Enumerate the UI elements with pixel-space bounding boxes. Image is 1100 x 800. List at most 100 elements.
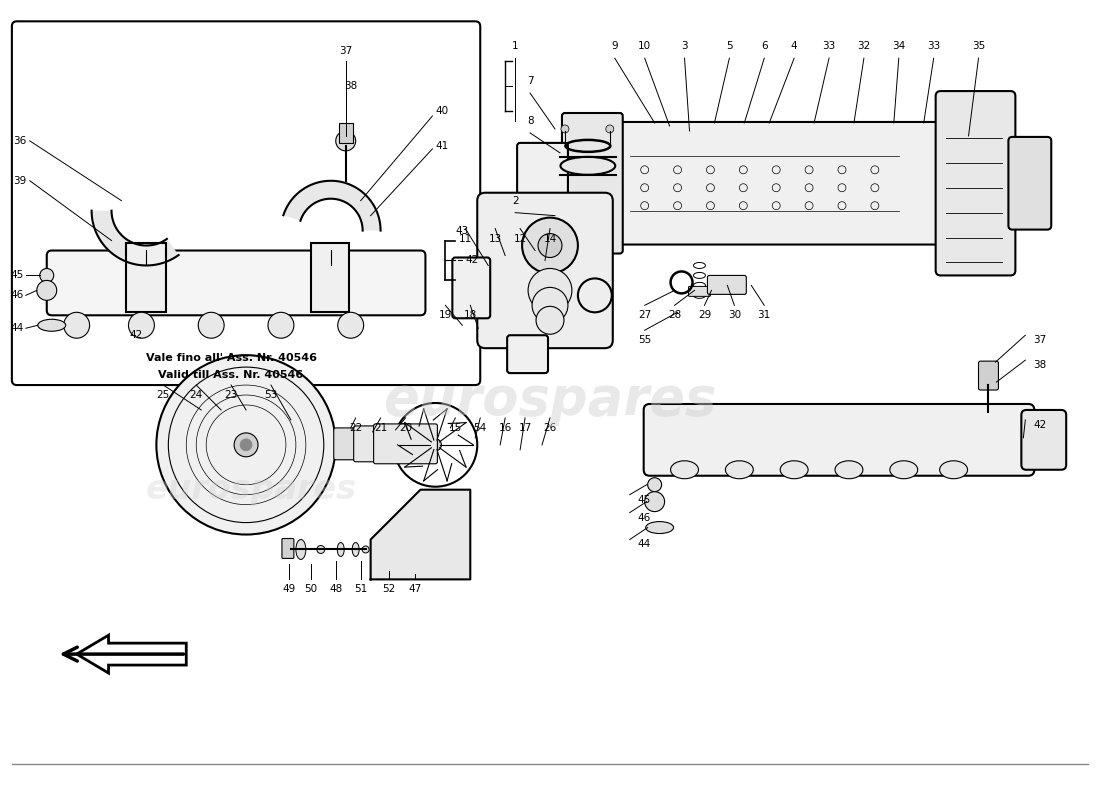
Bar	[126, 242, 166, 312]
Circle shape	[198, 312, 224, 338]
Text: 44: 44	[638, 539, 651, 550]
Text: 27: 27	[638, 310, 651, 320]
Circle shape	[129, 312, 154, 338]
FancyBboxPatch shape	[644, 404, 1034, 476]
Ellipse shape	[671, 461, 698, 478]
Text: 23: 23	[224, 390, 238, 400]
Text: eurospares: eurospares	[145, 473, 356, 506]
Text: 13: 13	[488, 234, 502, 243]
Ellipse shape	[296, 539, 306, 559]
FancyBboxPatch shape	[1022, 410, 1066, 470]
Text: 30: 30	[728, 310, 741, 320]
Text: 32: 32	[857, 42, 870, 51]
Text: 1: 1	[512, 42, 518, 51]
Ellipse shape	[725, 461, 754, 478]
Text: 37: 37	[339, 46, 352, 56]
FancyBboxPatch shape	[936, 91, 1015, 275]
Text: 25: 25	[156, 390, 170, 400]
Text: 34: 34	[892, 42, 905, 51]
Text: 5: 5	[726, 42, 733, 51]
Text: 38: 38	[1033, 360, 1046, 370]
Text: 47: 47	[409, 584, 422, 594]
Text: 10: 10	[638, 42, 651, 51]
Polygon shape	[91, 210, 178, 266]
Text: 16: 16	[498, 423, 512, 433]
Text: 3: 3	[681, 42, 688, 51]
Text: 12: 12	[514, 234, 527, 243]
Text: Vale fino all' Ass. Nr. 40546: Vale fino all' Ass. Nr. 40546	[145, 353, 317, 363]
Text: eurospares: eurospares	[383, 374, 717, 426]
Circle shape	[561, 125, 569, 133]
FancyBboxPatch shape	[374, 424, 438, 464]
Text: 17: 17	[518, 423, 531, 433]
Circle shape	[528, 269, 572, 312]
Ellipse shape	[338, 542, 344, 557]
Text: 2: 2	[512, 196, 518, 206]
Circle shape	[606, 125, 614, 133]
Text: 18: 18	[464, 310, 477, 320]
Text: Valid till Ass. Nr. 40546: Valid till Ass. Nr. 40546	[158, 370, 304, 380]
Text: 50: 50	[305, 584, 318, 594]
Ellipse shape	[352, 542, 360, 557]
Text: 38: 38	[344, 81, 358, 91]
Circle shape	[64, 312, 89, 338]
Circle shape	[234, 433, 258, 457]
Text: 49: 49	[283, 584, 296, 594]
Text: 28: 28	[668, 310, 681, 320]
Text: 29: 29	[697, 310, 711, 320]
FancyBboxPatch shape	[452, 258, 491, 318]
Text: 46: 46	[638, 513, 651, 522]
Ellipse shape	[835, 461, 862, 478]
Text: 11: 11	[459, 234, 472, 243]
Text: 33: 33	[927, 42, 940, 51]
FancyBboxPatch shape	[979, 361, 999, 390]
FancyBboxPatch shape	[354, 426, 412, 462]
Text: 35: 35	[972, 42, 986, 51]
Circle shape	[240, 439, 252, 451]
Text: 44: 44	[11, 323, 24, 334]
Ellipse shape	[362, 546, 370, 553]
Circle shape	[338, 312, 364, 338]
Text: 48: 48	[329, 584, 342, 594]
Text: 36: 36	[13, 136, 26, 146]
Text: 31: 31	[758, 310, 771, 320]
Circle shape	[40, 269, 54, 282]
Text: 19: 19	[439, 310, 452, 320]
Text: 43: 43	[455, 226, 469, 235]
Text: 46: 46	[11, 290, 24, 300]
Ellipse shape	[646, 522, 673, 534]
Text: 33: 33	[823, 42, 836, 51]
FancyBboxPatch shape	[47, 250, 426, 315]
Circle shape	[268, 312, 294, 338]
Text: 40: 40	[436, 106, 449, 116]
Bar	[339, 123, 353, 143]
Text: 52: 52	[382, 584, 395, 594]
Text: 21: 21	[374, 423, 387, 433]
Text: 51: 51	[354, 584, 367, 594]
Text: 42: 42	[465, 255, 478, 266]
Text: 24: 24	[189, 390, 202, 400]
Text: 37: 37	[1033, 335, 1046, 346]
Text: 8: 8	[527, 116, 534, 126]
Ellipse shape	[317, 546, 324, 554]
Text: 45: 45	[638, 494, 651, 505]
FancyBboxPatch shape	[507, 335, 548, 373]
Text: 53: 53	[264, 390, 277, 400]
FancyBboxPatch shape	[12, 22, 481, 385]
FancyBboxPatch shape	[616, 122, 943, 245]
Circle shape	[538, 234, 562, 258]
Circle shape	[645, 492, 664, 512]
Text: 15: 15	[449, 423, 462, 433]
FancyBboxPatch shape	[282, 538, 294, 558]
FancyBboxPatch shape	[477, 193, 613, 348]
Circle shape	[532, 287, 568, 323]
Text: 4: 4	[791, 42, 798, 51]
Ellipse shape	[890, 461, 917, 478]
Circle shape	[36, 281, 57, 300]
Polygon shape	[284, 181, 381, 230]
FancyBboxPatch shape	[562, 113, 623, 254]
Ellipse shape	[939, 461, 968, 478]
Text: 6: 6	[761, 42, 768, 51]
Text: 22: 22	[349, 423, 362, 433]
Text: 45: 45	[11, 270, 24, 281]
